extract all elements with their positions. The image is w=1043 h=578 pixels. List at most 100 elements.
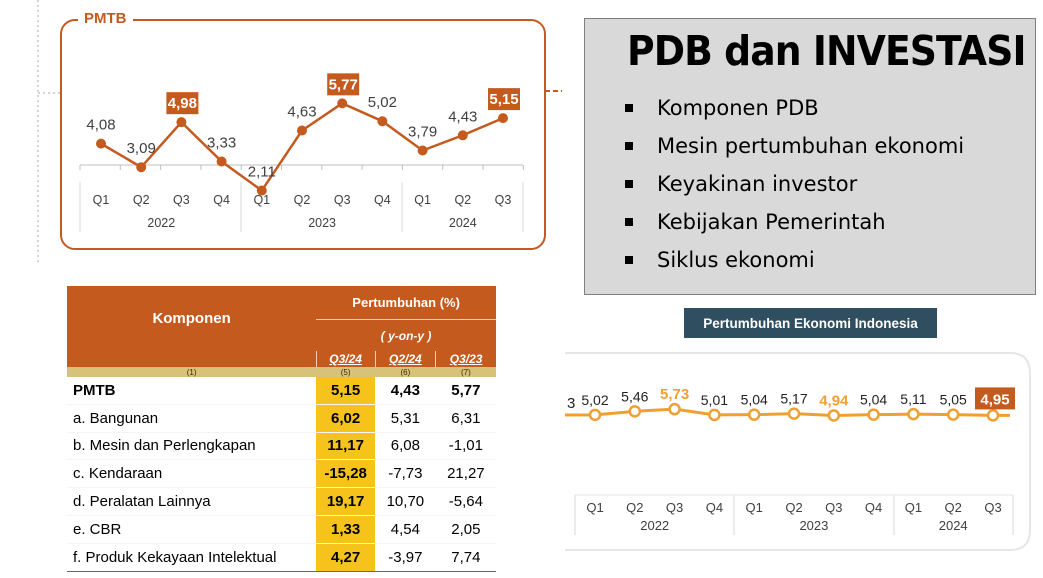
data-point [946,408,960,421]
data-label: 4,94 [819,392,849,409]
row-value-q3-24: 4,27 [316,543,376,572]
chart-frame [60,19,546,250]
row-name: c. Kendaraan [67,459,317,489]
header-period: Q3/24 [315,351,376,367]
category-label: Q2 [294,193,311,207]
bullet-square-icon [625,104,633,112]
data-label: 3,09 [127,140,156,157]
data-point [668,402,681,416]
data-label: 4,95 [980,391,1009,408]
data-label: 4,43 [448,108,477,125]
data-label: 5,17 [780,391,807,407]
bullet-text: Kebijakan Pemerintah [657,210,886,234]
category-label: Q3 [334,193,351,207]
category-label: Q1 [586,500,603,515]
data-point [907,407,920,421]
category-label: Q3 [173,193,190,207]
code-cell: (1) [67,367,317,377]
data-point [747,408,761,421]
row-name: a. Bangunan [67,404,317,433]
category-label: Q1 [905,500,922,515]
bullet-item: Kebijakan Pemerintah [625,203,964,241]
header-period: Q2/24 [374,351,436,367]
row-value-q3-23: -5,64 [435,487,496,516]
table-row: d. Peralatan Lainnya 19,17 10,70 -5,64 [67,487,496,516]
category-label: Q4 [865,500,882,515]
bullet-square-icon [625,256,633,264]
data-label: 5,46 [621,388,648,404]
year-label: 2023 [308,216,336,230]
highlight-box [488,88,520,111]
header-growth: Pertumbuhan (%) [316,286,496,320]
econ-chart-title-badge: Pertumbuhan Ekonomi Indonesia [684,308,937,338]
row-value-q2-24: 4,43 [375,377,436,405]
category-label: Q2 [945,500,962,515]
bullet-item: Komponen PDB [625,89,964,127]
category-label: Q2 [626,500,643,515]
data-label: 5,04 [741,392,768,408]
data-label: 4,98 [168,95,197,112]
row-value-q3-24: 1,33 [316,515,376,544]
row-name: d. Peralatan Lainnya [67,487,317,516]
data-point [708,408,721,422]
header-component: Komponen [67,286,317,351]
data-label: 5,05 [940,392,967,408]
title-box: PDB dan INVESTASI Komponen PDB Mesin per… [584,18,1036,295]
data-label: 3,79 [408,124,437,141]
slide-title: PDB dan INVESTASI [627,27,1026,75]
table-row: PMTB 5,15 4,43 5,77 [67,377,496,405]
component-table: Komponen Pertumbuhan (%) ( y-on-y ) Q3/2… [67,286,496,572]
header-yoy: ( y-on-y ) [316,319,496,351]
row-value-q3-23: 5,77 [435,377,496,405]
data-point [176,117,187,128]
row-value-q3-23: 6,31 [435,404,496,433]
row-name: f. Produk Kekayaan Intelektual [67,543,317,572]
row-value-q3-24: -15,28 [316,459,376,489]
row-value-q2-24: -3,97 [375,543,436,572]
econ-growth-chart: 3 5,02 5,46 5,73 5,01 5,04 5,17 4,94 5,04 5,11 5,0… [565,352,1031,551]
highlight-box [975,387,1015,410]
data-label: 3,33 [207,134,236,151]
row-value-q2-24: 10,70 [375,487,436,516]
code-cell: (5) [316,367,376,377]
bullet-list: Komponen PDB Mesin pertumbuhan ekonomi K… [625,89,964,279]
row-value-q3-23: 21,27 [435,459,496,489]
category-label: Q1 [93,193,110,207]
category-label: Q1 [414,193,431,207]
bullet-text: Komponen PDB [657,96,819,120]
data-label: 5,77 [329,76,358,93]
data-label: 5,02 [368,94,397,111]
data-point [827,409,841,422]
table-row: f. Produk Kekayaan Intelektual 4,27 -3,9… [67,543,496,572]
header-empty [67,351,317,367]
data-label: 5,73 [660,386,689,403]
category-label: Q2 [785,500,802,515]
year-label: 2022 [640,518,669,533]
code-cell: (6) [375,367,436,377]
row-value-q2-24: 4,54 [375,515,436,544]
bullet-square-icon [625,142,633,150]
category-label: Q4 [374,193,391,207]
highlight-box [166,92,199,115]
row-name: e. CBR [67,515,317,544]
data-label: 5,15 [489,91,518,108]
category-label: Q3 [984,500,1001,515]
row-value-q3-24: 5,15 [316,377,376,405]
category-label: Q4 [213,193,230,207]
data-point [136,162,147,173]
row-value-q3-23: 7,74 [435,543,496,572]
table-row: b. Mesin dan Perlengkapan 11,17 6,08 -1,… [67,432,496,461]
row-value-q3-23: -1,01 [435,432,496,461]
data-label: 5,02 [581,392,608,408]
category-label: Q3 [825,500,842,515]
pmtb-chart: 4,08 3,09 4,98 3,33 2,11 4,63 5,77 5,02 3,79 4,43… [37,0,562,265]
table-row: c. Kendaraan -15,28 -7,73 21,27 [67,459,496,489]
category-label: Q2 [133,193,150,207]
row-value-q2-24: 5,31 [375,404,436,433]
bullet-item: Mesin pertumbuhan ekonomi [625,127,964,165]
row-value-q2-24: 6,08 [375,432,436,461]
category-label: Q3 [666,500,683,515]
bullet-item: Keyakinan investor [625,165,964,203]
category-label: Q3 [495,193,512,207]
row-value-q3-24: 11,17 [316,432,376,461]
